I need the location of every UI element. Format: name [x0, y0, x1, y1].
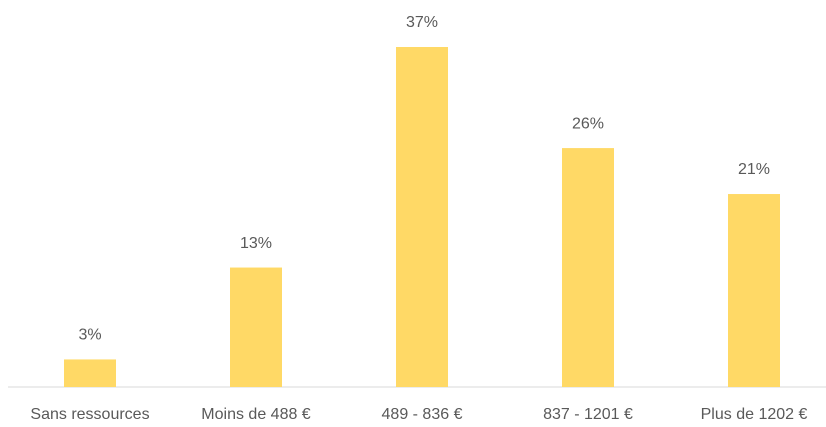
bar	[64, 359, 116, 387]
data-label: 26%	[572, 115, 604, 132]
bar	[728, 194, 780, 387]
data-label: 37%	[406, 14, 438, 31]
x-tick-label: 837 - 1201 €	[543, 406, 633, 423]
x-tick-label: Plus de 1202 €	[701, 406, 808, 423]
bar	[230, 267, 282, 387]
data-label: 13%	[240, 235, 272, 252]
data-label: 3%	[78, 327, 101, 344]
x-tick-label: Sans ressources	[30, 406, 149, 423]
x-tick-label: 489 - 836 €	[382, 406, 463, 423]
bar	[562, 148, 614, 387]
data-label: 21%	[738, 161, 770, 178]
bar	[396, 47, 448, 387]
x-tick-label: Moins de 488 €	[201, 406, 311, 423]
